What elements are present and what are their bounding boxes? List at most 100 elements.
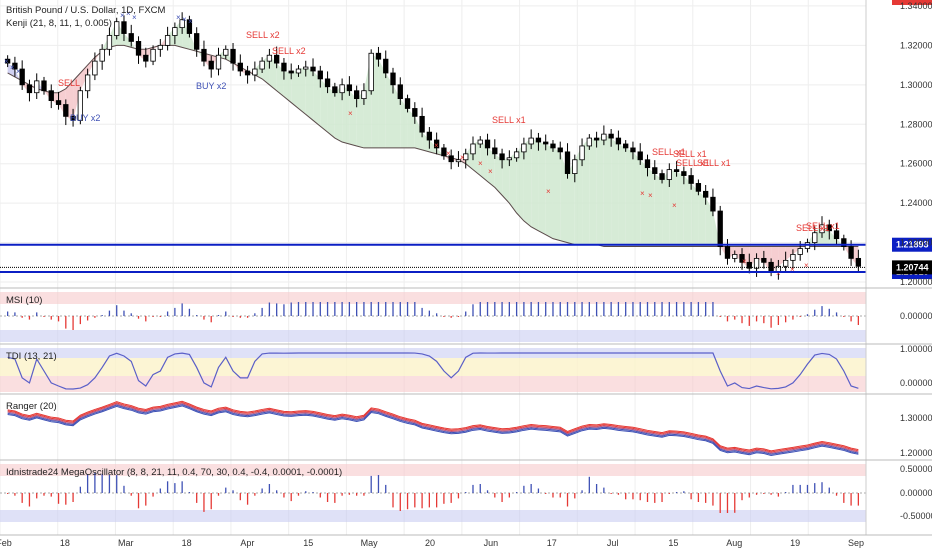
candle-body[interactable] <box>812 232 818 244</box>
candle-body[interactable] <box>659 173 665 180</box>
candle-body[interactable] <box>782 259 789 267</box>
candle-body[interactable] <box>455 159 462 163</box>
candle-body[interactable] <box>230 48 236 64</box>
candle-body[interactable] <box>339 84 345 94</box>
candle-body[interactable] <box>281 62 287 72</box>
candle-body[interactable] <box>652 167 658 174</box>
candle-body[interactable] <box>710 196 716 212</box>
candle-body[interactable] <box>550 143 556 149</box>
candle-body[interactable] <box>681 171 687 176</box>
candle-body[interactable] <box>77 90 84 121</box>
candle-body[interactable] <box>572 159 578 174</box>
candle-body[interactable] <box>12 62 18 70</box>
candle-body[interactable] <box>513 151 520 159</box>
candle-body[interactable] <box>579 145 585 161</box>
candle-body[interactable] <box>564 151 571 174</box>
candle-body[interactable] <box>703 190 709 198</box>
candle-body[interactable] <box>586 137 592 147</box>
candle-body[interactable] <box>288 70 294 74</box>
candle-body[interactable] <box>114 21 120 36</box>
candle-body[interactable] <box>601 133 607 141</box>
candle-body[interactable] <box>673 169 680 172</box>
candle-body[interactable] <box>855 257 862 267</box>
candle-body[interactable] <box>790 254 796 261</box>
candle-body[interactable] <box>186 19 193 34</box>
candle-body[interactable] <box>368 52 374 92</box>
candle-body[interactable] <box>404 98 411 109</box>
candle-body[interactable] <box>106 35 113 50</box>
candle-body[interactable] <box>521 143 527 153</box>
candle-body[interactable] <box>208 60 214 70</box>
candle-body[interactable] <box>26 84 33 94</box>
candle-body[interactable] <box>310 66 316 72</box>
candle-body[interactable] <box>274 54 280 64</box>
candle-body[interactable] <box>361 90 367 100</box>
candle-body[interactable] <box>194 33 200 50</box>
candle-body[interactable] <box>732 254 738 259</box>
candle-body[interactable] <box>157 44 163 50</box>
candle-body[interactable] <box>135 41 142 56</box>
candle-body[interactable] <box>535 137 542 143</box>
candle-body[interactable] <box>353 90 360 100</box>
candle-body[interactable] <box>172 27 178 36</box>
candle-body[interactable] <box>761 257 767 263</box>
candle-body[interactable] <box>92 60 98 76</box>
candle-body[interactable] <box>4 58 11 64</box>
candle-body[interactable] <box>492 147 498 155</box>
candle-body[interactable] <box>84 74 91 92</box>
candle-body[interactable] <box>215 54 222 70</box>
candle-body[interactable] <box>397 84 403 100</box>
candle-body[interactable] <box>644 159 651 169</box>
candle-body[interactable] <box>753 257 760 269</box>
candle-body[interactable] <box>841 238 847 247</box>
candle-body[interactable] <box>252 68 258 76</box>
candle-body[interactable] <box>48 90 54 101</box>
candle-body[interactable] <box>266 54 273 62</box>
candle-body[interactable] <box>499 153 505 161</box>
candle-body[interactable] <box>332 86 338 94</box>
candle-body[interactable] <box>448 155 454 163</box>
candle-body[interactable] <box>237 62 243 72</box>
candle-body[interactable] <box>70 115 76 121</box>
candle-body[interactable] <box>390 72 396 86</box>
candle-body[interactable] <box>593 137 600 141</box>
candle-body[interactable] <box>746 261 752 269</box>
candle-body[interactable] <box>623 143 629 149</box>
candle-body[interactable] <box>426 131 433 141</box>
candle-body[interactable] <box>128 33 134 42</box>
candle-body[interactable] <box>833 230 840 240</box>
candle-body[interactable] <box>317 70 323 80</box>
candle-body[interactable] <box>55 100 62 105</box>
candle-body[interactable] <box>346 84 353 92</box>
candle-body[interactable] <box>477 139 483 145</box>
candle-body[interactable] <box>63 104 69 117</box>
candle-body[interactable] <box>717 210 723 247</box>
candle-body[interactable] <box>303 66 309 70</box>
candle-body[interactable] <box>528 137 534 145</box>
candle-body[interactable] <box>259 60 265 70</box>
candle-body[interactable] <box>433 139 440 149</box>
candle-body[interactable] <box>695 183 702 192</box>
candle-body[interactable] <box>375 52 382 60</box>
candle-body[interactable] <box>615 137 622 145</box>
candle-body[interactable] <box>412 108 418 117</box>
candle-body[interactable] <box>506 157 513 161</box>
candle-body[interactable] <box>463 153 469 161</box>
candle-body[interactable] <box>19 68 25 86</box>
candle-body[interactable] <box>666 169 672 180</box>
candle-body[interactable] <box>848 246 854 259</box>
candle-body[interactable] <box>201 48 207 62</box>
candle-body[interactable] <box>383 58 389 74</box>
candle-body[interactable] <box>295 68 302 74</box>
candle-body[interactable] <box>34 80 40 94</box>
candle-body[interactable] <box>819 224 825 234</box>
candle-body[interactable] <box>630 147 636 153</box>
candle-body[interactable] <box>797 248 803 255</box>
candle-body[interactable] <box>739 254 745 263</box>
candle-body[interactable] <box>608 133 614 139</box>
candle-body[interactable] <box>244 70 251 76</box>
candle-body[interactable] <box>179 19 185 29</box>
candle-body[interactable] <box>223 48 229 56</box>
